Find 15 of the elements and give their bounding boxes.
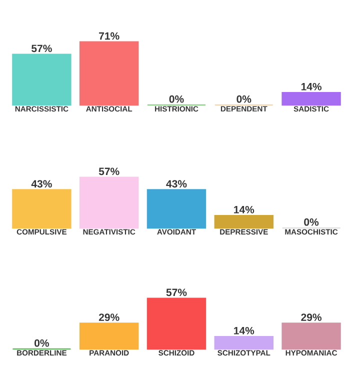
data-label: 29% xyxy=(98,314,120,322)
data-label: 57% xyxy=(98,168,120,176)
data-label: 14% xyxy=(234,326,254,334)
data-label: 29% xyxy=(301,314,322,322)
data-label: 57% xyxy=(166,288,187,296)
data-label: 0% xyxy=(236,95,252,103)
data-label: 0% xyxy=(304,218,319,226)
data-label: 0% xyxy=(169,95,184,103)
data-label: 0% xyxy=(34,339,49,347)
data-label: 57% xyxy=(32,44,52,52)
data-label: 43% xyxy=(31,180,52,188)
data-label: 14% xyxy=(301,82,322,90)
data-label: 43% xyxy=(166,180,187,188)
data-label: 14% xyxy=(234,206,254,214)
data-label: 71% xyxy=(99,32,120,40)
